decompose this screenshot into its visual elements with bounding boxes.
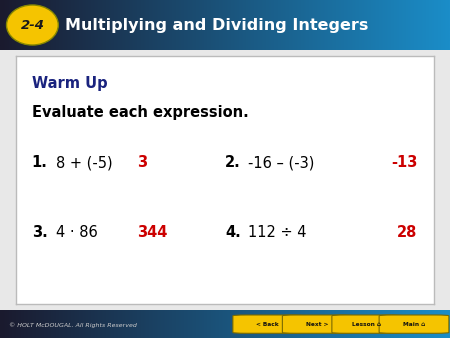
- Text: Next >: Next >: [306, 322, 328, 327]
- Text: Evaluate each expression.: Evaluate each expression.: [32, 105, 248, 120]
- Text: Multiplying and Dividing Integers: Multiplying and Dividing Integers: [65, 18, 369, 32]
- Text: 3.: 3.: [32, 225, 47, 240]
- Text: 112 ÷ 4: 112 ÷ 4: [248, 225, 306, 240]
- Text: 4.: 4.: [225, 225, 241, 240]
- Text: -13: -13: [391, 155, 418, 170]
- FancyBboxPatch shape: [332, 315, 401, 333]
- Text: 3: 3: [137, 155, 147, 170]
- FancyBboxPatch shape: [379, 315, 449, 333]
- Text: 28: 28: [397, 225, 418, 240]
- Text: 2-4: 2-4: [20, 19, 45, 31]
- Text: 344: 344: [137, 225, 167, 240]
- Text: Warm Up: Warm Up: [32, 76, 107, 91]
- Text: 2.: 2.: [225, 155, 241, 170]
- Text: Lesson ⌂: Lesson ⌂: [352, 322, 381, 327]
- Text: © HOLT McDOUGAL. All Rights Reserved: © HOLT McDOUGAL. All Rights Reserved: [9, 323, 137, 328]
- Text: < Back: < Back: [256, 322, 279, 327]
- Text: Main ⌂: Main ⌂: [403, 322, 425, 327]
- FancyBboxPatch shape: [283, 315, 352, 333]
- Text: 4 · 86: 4 · 86: [55, 225, 97, 240]
- Text: 8 + (-5): 8 + (-5): [55, 155, 112, 170]
- FancyBboxPatch shape: [233, 315, 302, 333]
- Ellipse shape: [6, 5, 58, 45]
- Text: -16 – (-3): -16 – (-3): [248, 155, 315, 170]
- Text: 1.: 1.: [32, 155, 48, 170]
